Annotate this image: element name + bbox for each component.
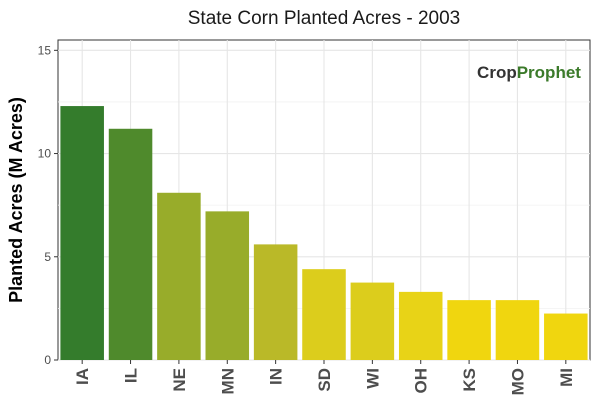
svg-text:CropProphet: CropProphet [477, 63, 581, 82]
bar-ks [447, 300, 491, 360]
bars [60, 106, 588, 360]
x-tick-label-sd: SD [315, 368, 334, 392]
bar-mi [544, 313, 588, 360]
x-tick-label-in: IN [267, 368, 286, 385]
x-tick-label-ks: KS [460, 368, 479, 392]
y-axis-label: Planted Acres (M Acres) [6, 97, 26, 303]
x-tick-label-oh: OH [412, 368, 431, 394]
bar-il [108, 128, 153, 360]
x-axis-ticks: IA IL NE MN IN SD WI OH KS MO MI [73, 360, 576, 395]
x-tick-label-ia: IA [73, 368, 92, 385]
bar-oh [398, 291, 443, 360]
y-tick-label: 5 [44, 250, 51, 264]
x-tick-label-mi: MI [557, 368, 576, 387]
x-tick-label-ne: NE [170, 368, 189, 392]
cropprophet-logo: CropProphet [477, 63, 581, 82]
y-tick-label: 15 [38, 43, 52, 57]
x-tick-label-wi: WI [363, 368, 382, 389]
bar-sd [302, 269, 346, 360]
x-tick-label-mn: MN [218, 368, 237, 394]
bar-in [253, 244, 298, 360]
bar-mn [205, 211, 250, 360]
bar-mo [495, 300, 540, 360]
logo-text-crop: Crop [477, 63, 517, 82]
y-axis-ticks: 0 5 10 15 [38, 43, 58, 367]
bar-ia [60, 106, 104, 360]
x-tick-label-mo: MO [508, 368, 527, 395]
chart-title: State Corn Planted Acres - 2003 [188, 8, 461, 29]
bar-ne [157, 192, 201, 360]
y-tick-label: 10 [38, 147, 52, 161]
y-tick-label: 0 [44, 353, 51, 367]
bar-wi [350, 282, 395, 360]
logo-text-prophet: Prophet [517, 63, 582, 82]
x-tick-label-il: IL [122, 368, 141, 383]
